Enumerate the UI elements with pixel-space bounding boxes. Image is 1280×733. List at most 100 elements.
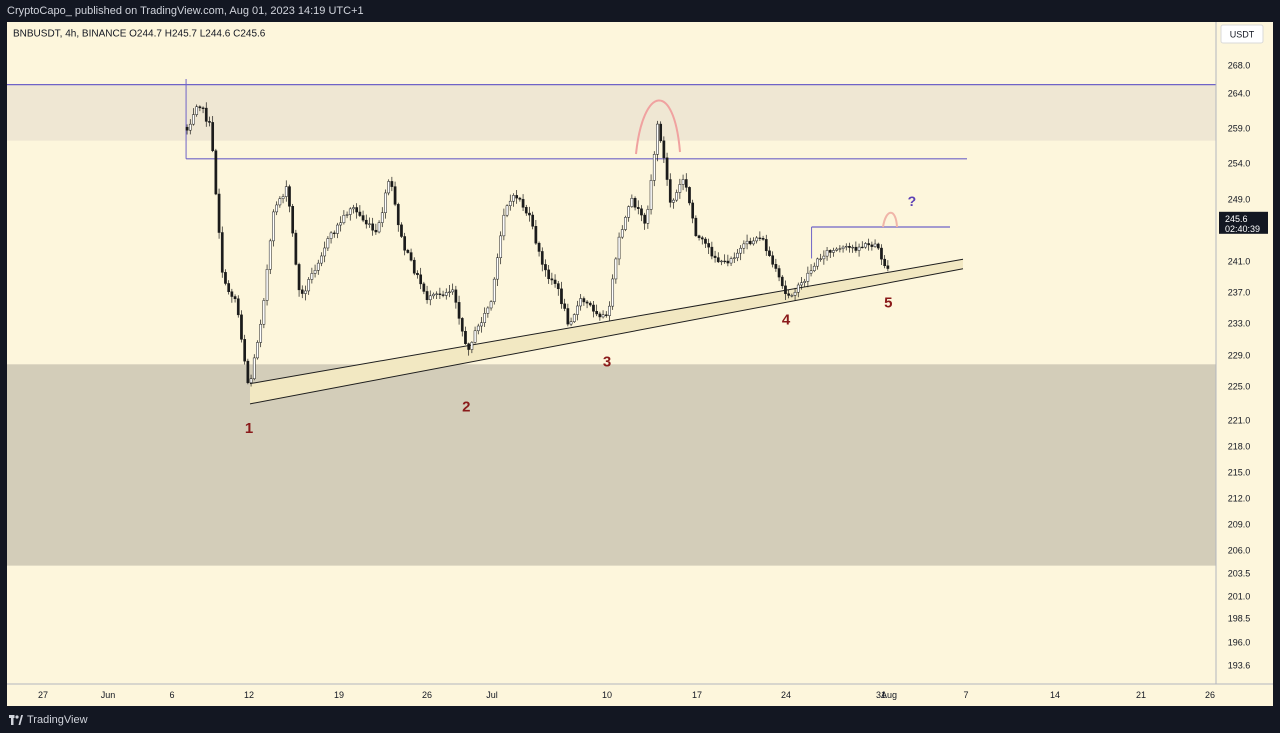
overlay-layer: 1 2 3 4 5? xyxy=(245,99,916,437)
candle-body xyxy=(220,232,224,273)
time-tick-label: 21 xyxy=(1136,690,1146,700)
candle-body xyxy=(784,285,787,294)
candle-body xyxy=(851,246,855,249)
demand-zone xyxy=(7,364,1216,566)
zones-layer xyxy=(7,84,1216,566)
candle-body xyxy=(531,214,535,227)
candle-body xyxy=(256,342,259,359)
time-tick-label: Jun xyxy=(101,690,116,700)
candle-body xyxy=(198,106,202,109)
swing-point-label: 2 xyxy=(462,399,470,416)
candle-body xyxy=(806,272,810,282)
candle-body xyxy=(444,292,448,296)
candle-body xyxy=(796,284,800,293)
candle-body xyxy=(396,204,400,226)
candle-body xyxy=(848,245,851,248)
candle-body xyxy=(316,262,320,271)
candle-body xyxy=(566,308,570,325)
price-tick-label: 212.0 xyxy=(1228,494,1251,504)
price-tick-label: 198.5 xyxy=(1228,614,1251,624)
candle-body xyxy=(774,264,778,269)
time-tick-label: 26 xyxy=(1205,690,1215,700)
candle-body xyxy=(857,246,861,251)
candle-body xyxy=(537,242,541,252)
candle-body xyxy=(745,240,749,245)
candle-body xyxy=(681,179,685,185)
candle-body xyxy=(345,214,349,216)
candle-body xyxy=(278,198,282,206)
candle-body xyxy=(329,232,333,239)
time-tick-label: 7 xyxy=(963,690,968,700)
candle-body xyxy=(393,186,397,205)
candle-body xyxy=(563,303,567,309)
tradingview-logo[interactable]: TradingView xyxy=(9,714,88,726)
price-axis[interactable]: USDT 268.0264.0259.0254.0249.0245.0241.0… xyxy=(1215,22,1268,684)
candle-body xyxy=(342,214,346,224)
candle-body xyxy=(352,207,355,210)
candle-body xyxy=(502,214,506,237)
candle-body xyxy=(236,298,240,316)
candle-body xyxy=(832,250,835,253)
candle-body xyxy=(371,223,375,231)
candle-body xyxy=(870,244,874,247)
price-tick-label: 206.0 xyxy=(1228,546,1251,556)
time-tick-label: 12 xyxy=(244,690,254,700)
candle-body xyxy=(556,283,560,290)
candle-body xyxy=(336,224,339,234)
candle-body xyxy=(582,298,586,303)
last-price-label: 245.6 xyxy=(1225,214,1248,224)
candle-body xyxy=(249,378,253,384)
candle-body xyxy=(486,307,490,314)
candle-body xyxy=(240,314,243,340)
candle-body xyxy=(809,270,813,274)
candle-body xyxy=(192,114,195,125)
candle-body xyxy=(684,179,688,188)
candle-body xyxy=(364,219,368,225)
candle-body xyxy=(208,121,211,123)
footer: TradingView xyxy=(0,709,1280,733)
candle-body xyxy=(713,255,717,258)
candle-body xyxy=(243,339,247,362)
candle-body xyxy=(742,243,746,249)
bar-countdown-label: 02:40:39 xyxy=(1225,224,1260,234)
candle-body xyxy=(489,301,493,309)
candle-body xyxy=(425,291,429,301)
candle-body xyxy=(764,239,768,252)
candle-body xyxy=(649,180,653,210)
candle-body xyxy=(771,255,775,265)
candle-body xyxy=(332,232,336,234)
candle-body xyxy=(700,237,704,240)
footer-brand: TradingView xyxy=(27,714,88,726)
candle-body xyxy=(272,211,275,242)
candle-body xyxy=(265,269,269,301)
candle-body xyxy=(304,290,307,294)
candle-body xyxy=(844,245,848,248)
candle-body xyxy=(348,208,352,215)
candle-body xyxy=(217,193,221,233)
candle-body xyxy=(553,279,557,284)
ascending-channel-fill xyxy=(250,259,963,404)
candle-body xyxy=(428,295,432,301)
price-tick-label: 196.0 xyxy=(1228,638,1251,648)
candle-body xyxy=(624,217,627,230)
candle-body xyxy=(777,268,781,278)
candle-body xyxy=(409,252,413,261)
candle-body xyxy=(473,330,477,343)
candle-body xyxy=(492,278,496,302)
candle-body xyxy=(544,264,547,271)
candle-body xyxy=(569,321,573,325)
candle-body xyxy=(816,258,819,267)
candle-body xyxy=(876,243,880,249)
candle-body xyxy=(860,246,864,249)
candle-body xyxy=(630,198,634,207)
candle-body xyxy=(716,257,720,263)
candle-body xyxy=(726,260,730,264)
swing-point-label: 1 xyxy=(245,420,253,437)
candle-body xyxy=(627,206,631,218)
candle-body xyxy=(406,249,410,253)
candle-body xyxy=(668,179,672,203)
candle-body xyxy=(723,260,727,263)
